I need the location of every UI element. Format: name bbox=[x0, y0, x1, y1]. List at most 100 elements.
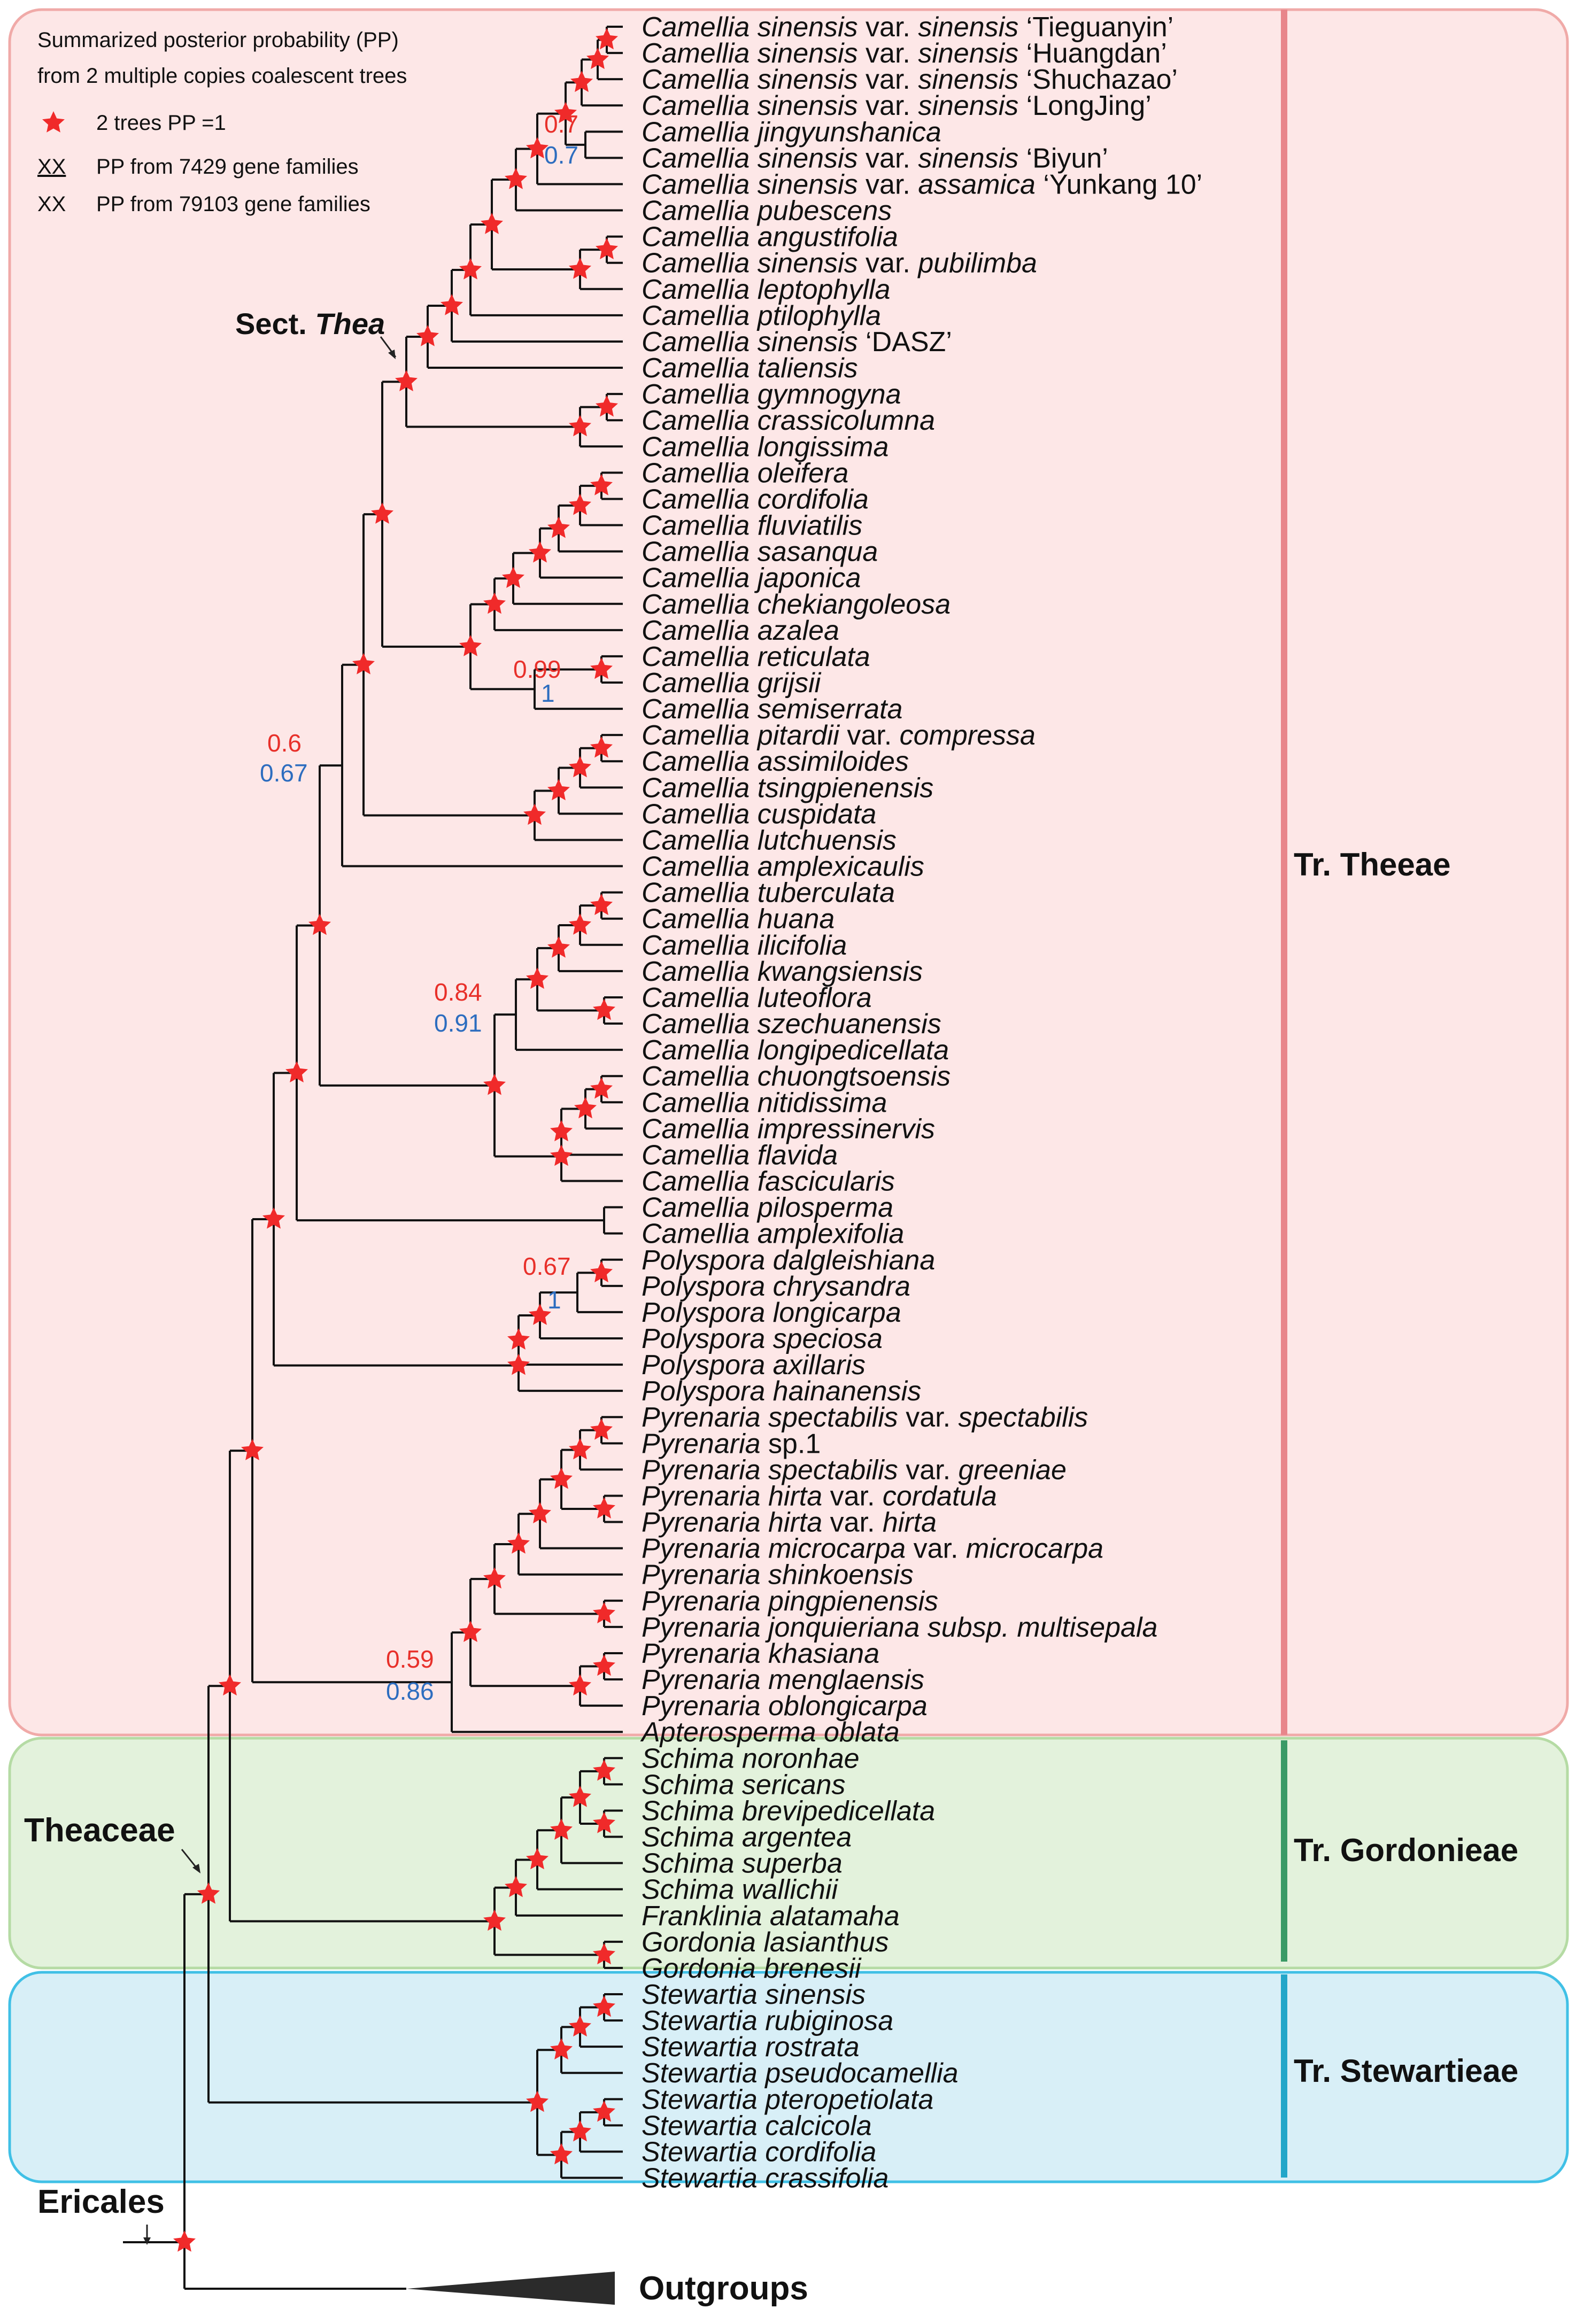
theaceae-arrowhead bbox=[192, 1864, 200, 1873]
tribe-stewartieae-box bbox=[8, 1971, 1569, 2183]
legend-title-line2: from 2 multiple copies coalescent trees bbox=[37, 64, 407, 88]
pp-red-pyrenaria: 0.59 bbox=[386, 1645, 434, 1673]
taxon-label: Stewartia pseudocamellia bbox=[642, 2058, 959, 2089]
taxon-label: Polyspora longicarpa bbox=[642, 1297, 901, 1328]
theaceae-label: Theaceae bbox=[24, 1812, 175, 1849]
taxon-label: Camellia tsingpienensis bbox=[642, 772, 933, 803]
pp-blue-camellia-core: 0.67 bbox=[260, 759, 308, 787]
taxon-label: Camellia leptophylla bbox=[642, 274, 890, 305]
pp-blue-polyspora: 1 bbox=[547, 1286, 561, 1314]
taxon-label: Camellia flavida bbox=[642, 1140, 838, 1171]
pp-red-yellow-camellia: 0.84 bbox=[434, 978, 482, 1006]
tribe-theeae-box bbox=[8, 8, 1569, 1737]
taxon-label: Camellia nitidissima bbox=[642, 1087, 887, 1118]
taxon-label: Camellia sinensis var. sinensis ‘LongJin… bbox=[642, 90, 1152, 121]
taxon-label: Camellia angustifolia bbox=[642, 222, 898, 253]
pp-red-jingyun: 0.7 bbox=[544, 110, 578, 138]
taxon-label: Pyrenaria spectabilis var. spectabilis bbox=[642, 1402, 1088, 1433]
taxon-label: Camellia sinensis ‘DASZ’ bbox=[642, 327, 952, 358]
tribe-stewartieae-bar bbox=[1281, 1974, 1287, 2178]
legend-blue-xx: XX bbox=[37, 192, 66, 216]
taxon-label: Camellia ilicifolia bbox=[642, 930, 847, 961]
taxon-label: Camellia grijsii bbox=[642, 668, 822, 699]
taxon-label: Camellia szechuanensis bbox=[642, 1009, 941, 1040]
taxon-labels: Camellia sinensis var. sinensis ‘Tieguan… bbox=[640, 12, 1202, 2194]
ericales-label: Ericales bbox=[37, 2183, 165, 2220]
taxon-label: Pyrenaria jonquieriana subsp. multisepal… bbox=[642, 1612, 1157, 1643]
taxon-label: Camellia pubescens bbox=[642, 196, 892, 227]
taxon-label: Camellia chuongtsoensis bbox=[642, 1061, 951, 1092]
taxon-label: Camellia fluviatilis bbox=[642, 510, 862, 541]
taxon-label: Stewartia pteropetiolata bbox=[642, 2084, 933, 2115]
sect-thea-label: Sect. Thea bbox=[235, 307, 385, 340]
legend: Summarized posterior probability (PP) fr… bbox=[37, 28, 407, 216]
tribe-stewartieae-label: Tr. Stewartieae bbox=[1294, 2053, 1518, 2089]
taxon-label: Camellia sinensis var. sinensis ‘Biyun’ bbox=[642, 143, 1108, 174]
taxon-label: Schima noronhae bbox=[642, 1743, 860, 1774]
ericales-arrowhead bbox=[143, 2237, 151, 2245]
tribe-theeae-bar bbox=[1281, 10, 1287, 1735]
taxon-label: Franklinia alatamaha bbox=[642, 1901, 900, 1932]
taxon-label: Schima wallichii bbox=[642, 1874, 838, 1905]
taxon-label: Pyrenaria shinkoensis bbox=[642, 1560, 914, 1591]
taxon-label: Camellia crassicolumna bbox=[642, 405, 935, 436]
taxon-label: Apterosperma oblata bbox=[640, 1717, 900, 1748]
sect-thea-arrowhead bbox=[388, 350, 396, 359]
tribe-theeae-label: Tr. Theeae bbox=[1294, 847, 1451, 882]
taxon-label: Camellia assimiloides bbox=[642, 746, 909, 777]
taxon-label: Stewartia sinensis bbox=[642, 1979, 866, 2010]
taxon-label: Camellia ptilophylla bbox=[642, 300, 881, 331]
taxon-label: Camellia longipedicellata bbox=[642, 1035, 949, 1066]
pp-blue-jingyun: 0.7 bbox=[544, 141, 578, 169]
taxon-label: Pyrenaria hirta var. hirta bbox=[642, 1507, 937, 1538]
tribe-gordonieae-bar bbox=[1281, 1740, 1287, 1962]
taxon-label: Gordonia brenesii bbox=[642, 1953, 862, 1984]
pp-red-camellia-core: 0.6 bbox=[267, 729, 302, 757]
outgroups-label: Outgroups bbox=[639, 2270, 808, 2307]
taxon-label: Schima brevipedicellata bbox=[642, 1795, 935, 1826]
taxon-label: Stewartia crassifolia bbox=[642, 2163, 889, 2194]
pp-blue-pyrenaria: 0.86 bbox=[386, 1677, 434, 1705]
taxon-label: Camellia kwangsiensis bbox=[642, 956, 923, 987]
taxon-label: Camellia reticulata bbox=[642, 641, 870, 672]
taxon-label: Camellia japonica bbox=[642, 563, 861, 594]
taxon-label: Camellia tuberculata bbox=[642, 878, 895, 909]
pp-blue-reticulata: 1 bbox=[541, 679, 555, 707]
taxon-label: Polyspora chrysandra bbox=[642, 1271, 910, 1302]
pp-red-polyspora: 0.67 bbox=[523, 1252, 571, 1280]
taxon-label: Camellia amplexifolia bbox=[642, 1219, 904, 1250]
taxon-label: Camellia taliensis bbox=[642, 353, 858, 384]
taxon-label: Stewartia calcicola bbox=[642, 2110, 872, 2141]
taxon-label: Schima sericans bbox=[642, 1769, 845, 1800]
legend-title-line1: Summarized posterior probability (PP) bbox=[37, 28, 399, 52]
legend-red-xx: XX bbox=[37, 155, 66, 179]
taxon-label: Pyrenaria spectabilis var. greeniae bbox=[642, 1454, 1067, 1485]
taxon-label: Schima argentea bbox=[642, 1822, 852, 1853]
tribe-gordonieae-box bbox=[8, 1737, 1569, 1970]
taxon-label: Camellia gymnogyna bbox=[642, 379, 901, 410]
pp-values: 0.7 0.7 0.99 1 0.6 0.67 0.84 0.91 0.67 1… bbox=[260, 110, 578, 1705]
taxon-label: Camellia sinensis var. sinensis ‘Huangda… bbox=[642, 38, 1167, 69]
taxon-label: Schima superba bbox=[642, 1848, 843, 1879]
taxon-label: Camellia azalea bbox=[642, 615, 839, 646]
taxon-label: Camellia sinensis var. sinensis ‘Tieguan… bbox=[642, 12, 1173, 43]
pp-blue-yellow-camellia: 0.91 bbox=[434, 1009, 482, 1037]
taxon-label: Gordonia lasianthus bbox=[642, 1927, 889, 1958]
legend-star-text: 2 trees PP =1 bbox=[96, 111, 226, 135]
taxon-label: Camellia pitardii var. compressa bbox=[642, 720, 1036, 751]
taxon-label: Camellia oleifera bbox=[642, 458, 848, 489]
taxon-label: Camellia huana bbox=[642, 904, 835, 935]
taxon-label: Pyrenaria menglaensis bbox=[642, 1664, 924, 1695]
taxon-label: Polyspora hainanensis bbox=[642, 1376, 921, 1407]
taxon-label: Camellia amplexicaulis bbox=[642, 851, 924, 882]
taxon-label: Camellia longissima bbox=[642, 431, 889, 462]
taxon-label: Camellia semiserrata bbox=[642, 694, 902, 725]
taxon-label: Camellia lutchuensis bbox=[642, 825, 897, 856]
taxon-label: Stewartia rostrata bbox=[642, 2032, 860, 2063]
taxon-label: Pyrenaria oblongicarpa bbox=[642, 1691, 928, 1722]
taxon-label: Camellia sinensis var. sinensis ‘Shuchaz… bbox=[642, 64, 1178, 95]
taxon-label: Camellia sasanqua bbox=[642, 537, 878, 568]
taxon-label: Stewartia cordifolia bbox=[642, 2136, 876, 2167]
taxon-label: Camellia chekiangoleosa bbox=[642, 589, 951, 620]
